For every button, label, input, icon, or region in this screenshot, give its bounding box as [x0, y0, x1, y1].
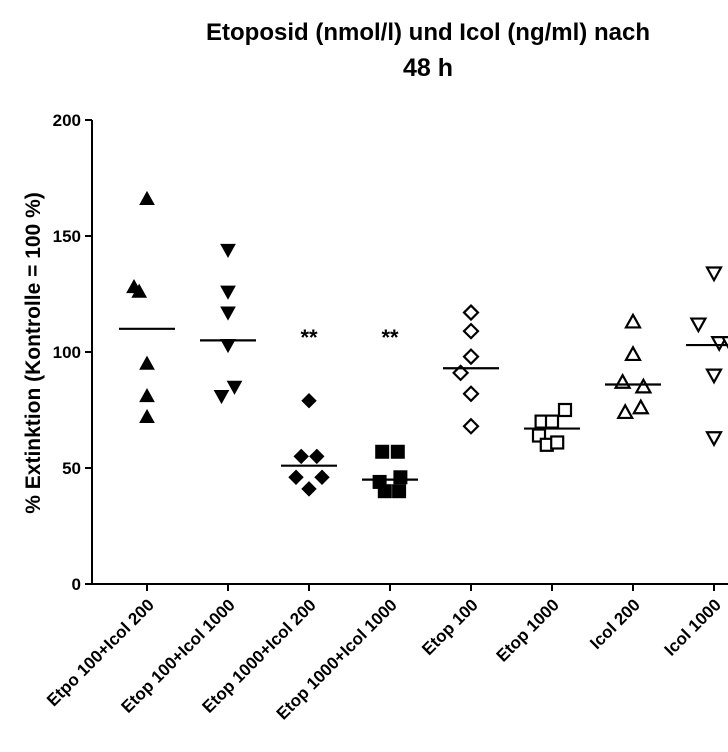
data-point	[213, 389, 230, 405]
data-point	[462, 304, 480, 322]
data-point	[689, 317, 708, 334]
data-point	[301, 481, 317, 497]
series-group	[524, 402, 580, 452]
data-point	[462, 348, 480, 366]
series-group	[281, 393, 337, 497]
chart-title-line2: 48 h	[403, 54, 453, 82]
data-point	[710, 336, 728, 352]
data-point	[544, 414, 560, 429]
data-point	[220, 285, 236, 300]
data-point	[293, 448, 309, 465]
y-tick-label: 150	[53, 227, 81, 246]
x-tick-label: Icol 1000	[661, 595, 725, 659]
data-point	[139, 388, 155, 403]
data-point	[393, 470, 408, 485]
data-point	[462, 417, 480, 435]
data-point	[705, 368, 723, 385]
data-point	[624, 312, 642, 329]
series-group	[200, 243, 256, 405]
series-group	[443, 304, 499, 435]
x-tick-label: Etop 100	[418, 595, 482, 659]
data-point	[226, 380, 243, 395]
y-tick-label: 0	[72, 575, 81, 594]
x-tick-label: Icol 200	[586, 595, 644, 653]
plot-marks: ** **	[119, 190, 728, 499]
data-point	[634, 377, 653, 394]
data-point	[139, 355, 155, 370]
x-tick-label: Etop 1000	[493, 595, 563, 665]
data-point	[631, 398, 650, 415]
data-point	[624, 345, 642, 362]
chart-title: Etoposid (nmol/l) und Icol (ng/ml) nach …	[206, 19, 650, 82]
data-point	[462, 322, 480, 340]
data-point	[139, 408, 155, 424]
data-point	[220, 243, 236, 258]
data-point	[288, 469, 304, 485]
data-point	[314, 469, 330, 485]
data-point	[557, 402, 573, 418]
data-point	[309, 448, 325, 465]
y-tick-label: 50	[62, 459, 81, 478]
data-point	[705, 266, 723, 283]
series-group	[686, 266, 728, 448]
chart-title-line1: Etoposid (nmol/l) und Icol (ng/ml) nach	[206, 19, 650, 46]
series-group	[605, 312, 661, 420]
data-point	[705, 431, 723, 448]
data-point	[392, 484, 407, 499]
series-group	[119, 190, 175, 424]
significance-marker: **	[381, 325, 399, 350]
y-tick-label: 100	[53, 343, 81, 362]
significance-marker: **	[300, 325, 318, 350]
data-point	[139, 190, 155, 205]
data-point	[462, 385, 480, 403]
data-point	[131, 283, 148, 298]
y-tick-label: 200	[53, 111, 81, 130]
y-axis-label: % Extinktion (Kontrolle = 100 %)	[22, 192, 45, 513]
data-point	[550, 435, 565, 450]
data-point	[375, 444, 390, 459]
series-group	[362, 444, 418, 499]
data-point	[613, 372, 632, 389]
data-point	[616, 403, 635, 420]
data-point	[390, 444, 405, 459]
data-point	[301, 393, 317, 409]
data-point	[452, 364, 470, 382]
data-point	[220, 306, 236, 321]
data-point	[377, 484, 392, 499]
